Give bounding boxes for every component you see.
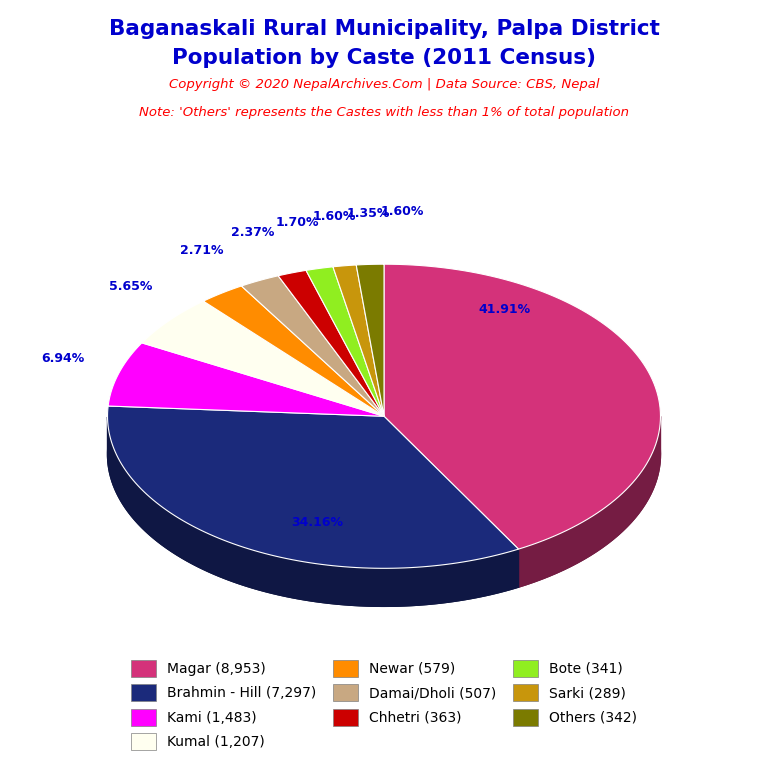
Text: Note: 'Others' represents the Castes with less than 1% of total population: Note: 'Others' represents the Castes wit… — [139, 106, 629, 119]
Polygon shape — [333, 265, 384, 416]
Text: 2.37%: 2.37% — [231, 227, 275, 240]
Text: 1.70%: 1.70% — [275, 216, 319, 229]
Polygon shape — [306, 305, 384, 455]
Polygon shape — [108, 444, 518, 606]
Text: 1.60%: 1.60% — [381, 205, 424, 218]
Polygon shape — [356, 264, 384, 416]
Polygon shape — [278, 270, 384, 416]
Text: 1.35%: 1.35% — [346, 207, 389, 220]
Text: 2.71%: 2.71% — [180, 243, 224, 257]
Text: Population by Caste (2011 Census): Population by Caste (2011 Census) — [172, 48, 596, 68]
Polygon shape — [108, 343, 384, 416]
Polygon shape — [241, 314, 384, 455]
Text: 41.91%: 41.91% — [478, 303, 531, 316]
Text: 34.16%: 34.16% — [291, 516, 343, 529]
Polygon shape — [204, 324, 384, 455]
Polygon shape — [142, 301, 384, 416]
Legend: Magar (8,953), Brahmin - Hill (7,297), Kami (1,483), Kumal (1,207), Newar (579),: Magar (8,953), Brahmin - Hill (7,297), K… — [124, 653, 644, 757]
Polygon shape — [384, 303, 660, 587]
Polygon shape — [142, 339, 384, 455]
Polygon shape — [108, 381, 384, 455]
Text: 6.94%: 6.94% — [41, 352, 84, 365]
Polygon shape — [108, 417, 518, 606]
Polygon shape — [241, 276, 384, 416]
Text: Baganaskali Rural Municipality, Palpa District: Baganaskali Rural Municipality, Palpa Di… — [108, 19, 660, 39]
Text: 5.65%: 5.65% — [109, 280, 153, 293]
Polygon shape — [518, 416, 660, 587]
Polygon shape — [108, 406, 518, 568]
Text: 1.60%: 1.60% — [312, 210, 356, 223]
Polygon shape — [356, 303, 384, 455]
Polygon shape — [204, 286, 384, 416]
Polygon shape — [278, 309, 384, 455]
Polygon shape — [333, 303, 384, 455]
Polygon shape — [306, 266, 384, 416]
Polygon shape — [384, 264, 660, 549]
Text: Copyright © 2020 NepalArchives.Com | Data Source: CBS, Nepal: Copyright © 2020 NepalArchives.Com | Dat… — [169, 78, 599, 91]
